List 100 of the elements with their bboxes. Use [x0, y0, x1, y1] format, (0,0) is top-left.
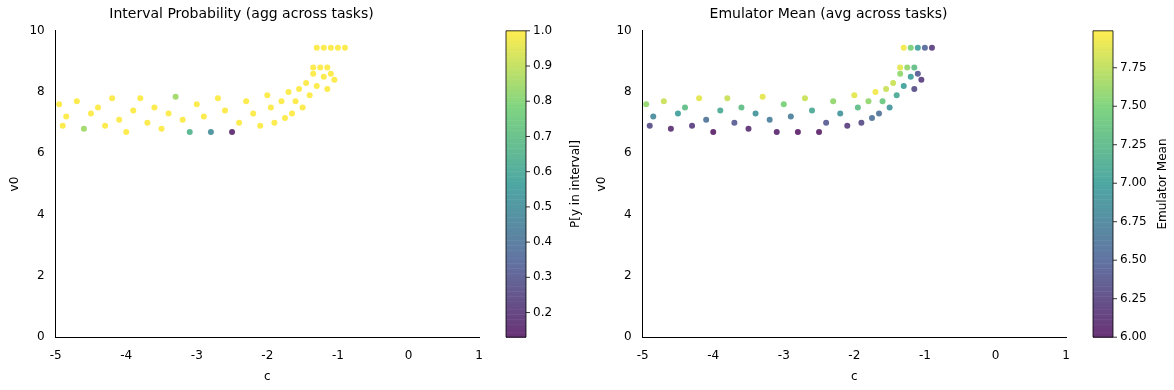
color-bar-label: 7.25 [1120, 136, 1147, 151]
point [928, 44, 935, 51]
x-tick-label: 0 [404, 347, 413, 362]
point [310, 64, 317, 71]
point [179, 116, 186, 123]
point [745, 125, 752, 132]
point [87, 110, 94, 117]
point [229, 128, 236, 135]
y-tick-label: 10 [616, 22, 632, 37]
color-bar-label: 6.50 [1120, 252, 1147, 267]
point [200, 113, 207, 120]
point [123, 128, 130, 135]
point [710, 128, 717, 135]
point [56, 101, 63, 108]
point [331, 76, 338, 83]
point [914, 70, 921, 77]
point [193, 101, 200, 108]
y-tick-label: 4 [37, 206, 45, 221]
point [844, 122, 851, 129]
point [285, 89, 292, 96]
point [236, 119, 243, 126]
point [334, 44, 341, 51]
point [667, 125, 674, 132]
point [327, 44, 334, 51]
x-tick-label: -2 [261, 347, 274, 362]
point [646, 122, 653, 129]
point [144, 119, 151, 126]
point [904, 64, 911, 71]
point [250, 110, 257, 117]
point [766, 116, 773, 123]
point [151, 104, 158, 111]
point [324, 64, 331, 71]
point [95, 104, 101, 111]
point [851, 92, 858, 99]
point [80, 125, 87, 132]
x-axis-title: c [851, 368, 858, 383]
point [660, 98, 667, 105]
x-tick-label: -3 [777, 347, 790, 362]
point [886, 104, 893, 111]
color-bar-title: P[y in interval] [568, 139, 583, 229]
color-bar-label: 0.7 [533, 128, 553, 143]
color-bar-label: 7.75 [1120, 59, 1147, 74]
point [921, 44, 928, 51]
point [257, 122, 264, 129]
point [320, 73, 327, 80]
x-tick-label: -2 [848, 347, 861, 362]
point [278, 98, 285, 105]
point [879, 98, 886, 105]
x-tick-label: 1 [1062, 347, 1070, 362]
chart-title: Interval Probability (agg across tasks) [109, 5, 374, 22]
y-tick-label: 10 [29, 22, 45, 37]
y-tick-label: 8 [37, 84, 45, 99]
x-tick-label: -5 [636, 347, 649, 362]
point [650, 113, 657, 120]
point [165, 110, 172, 117]
point [724, 95, 731, 102]
y-axis-title: v0 [594, 176, 609, 192]
point [731, 119, 738, 126]
point [207, 128, 214, 135]
y-tick-label: 2 [37, 268, 45, 283]
point [267, 104, 274, 111]
point [883, 86, 890, 93]
point [907, 73, 914, 80]
point [816, 128, 823, 135]
point [738, 104, 745, 111]
x-tick-label: -5 [49, 347, 62, 362]
point [299, 104, 306, 111]
point [73, 98, 80, 105]
y-tick-label: 4 [624, 206, 632, 221]
point [324, 86, 331, 93]
point [752, 110, 759, 117]
point [63, 113, 70, 120]
point [890, 79, 897, 86]
color-bar-label: 0.2 [533, 304, 553, 319]
point [717, 107, 724, 114]
color-bar-label: 0.3 [533, 269, 553, 284]
point [897, 64, 904, 71]
point [327, 70, 334, 77]
chart-title: Emulator Mean (avg across tasks) [709, 5, 948, 22]
color-bar-label: 0.5 [533, 199, 553, 214]
point [130, 107, 137, 114]
point [137, 95, 144, 102]
point [109, 95, 116, 102]
color-bar-label: 7.50 [1120, 98, 1147, 113]
point [907, 44, 914, 51]
point [264, 92, 271, 99]
point [116, 116, 123, 123]
point [830, 98, 837, 105]
x-tick-label: -1 [918, 347, 931, 362]
point [281, 115, 288, 122]
point [320, 44, 327, 51]
x-axis-title: c [264, 368, 271, 383]
point [317, 64, 324, 71]
point [271, 119, 278, 126]
point [310, 70, 317, 77]
point [911, 64, 918, 71]
point [703, 116, 710, 123]
color-bar-label: 0.4 [533, 234, 553, 249]
x-tick-label: -3 [190, 347, 203, 362]
point [306, 92, 313, 99]
